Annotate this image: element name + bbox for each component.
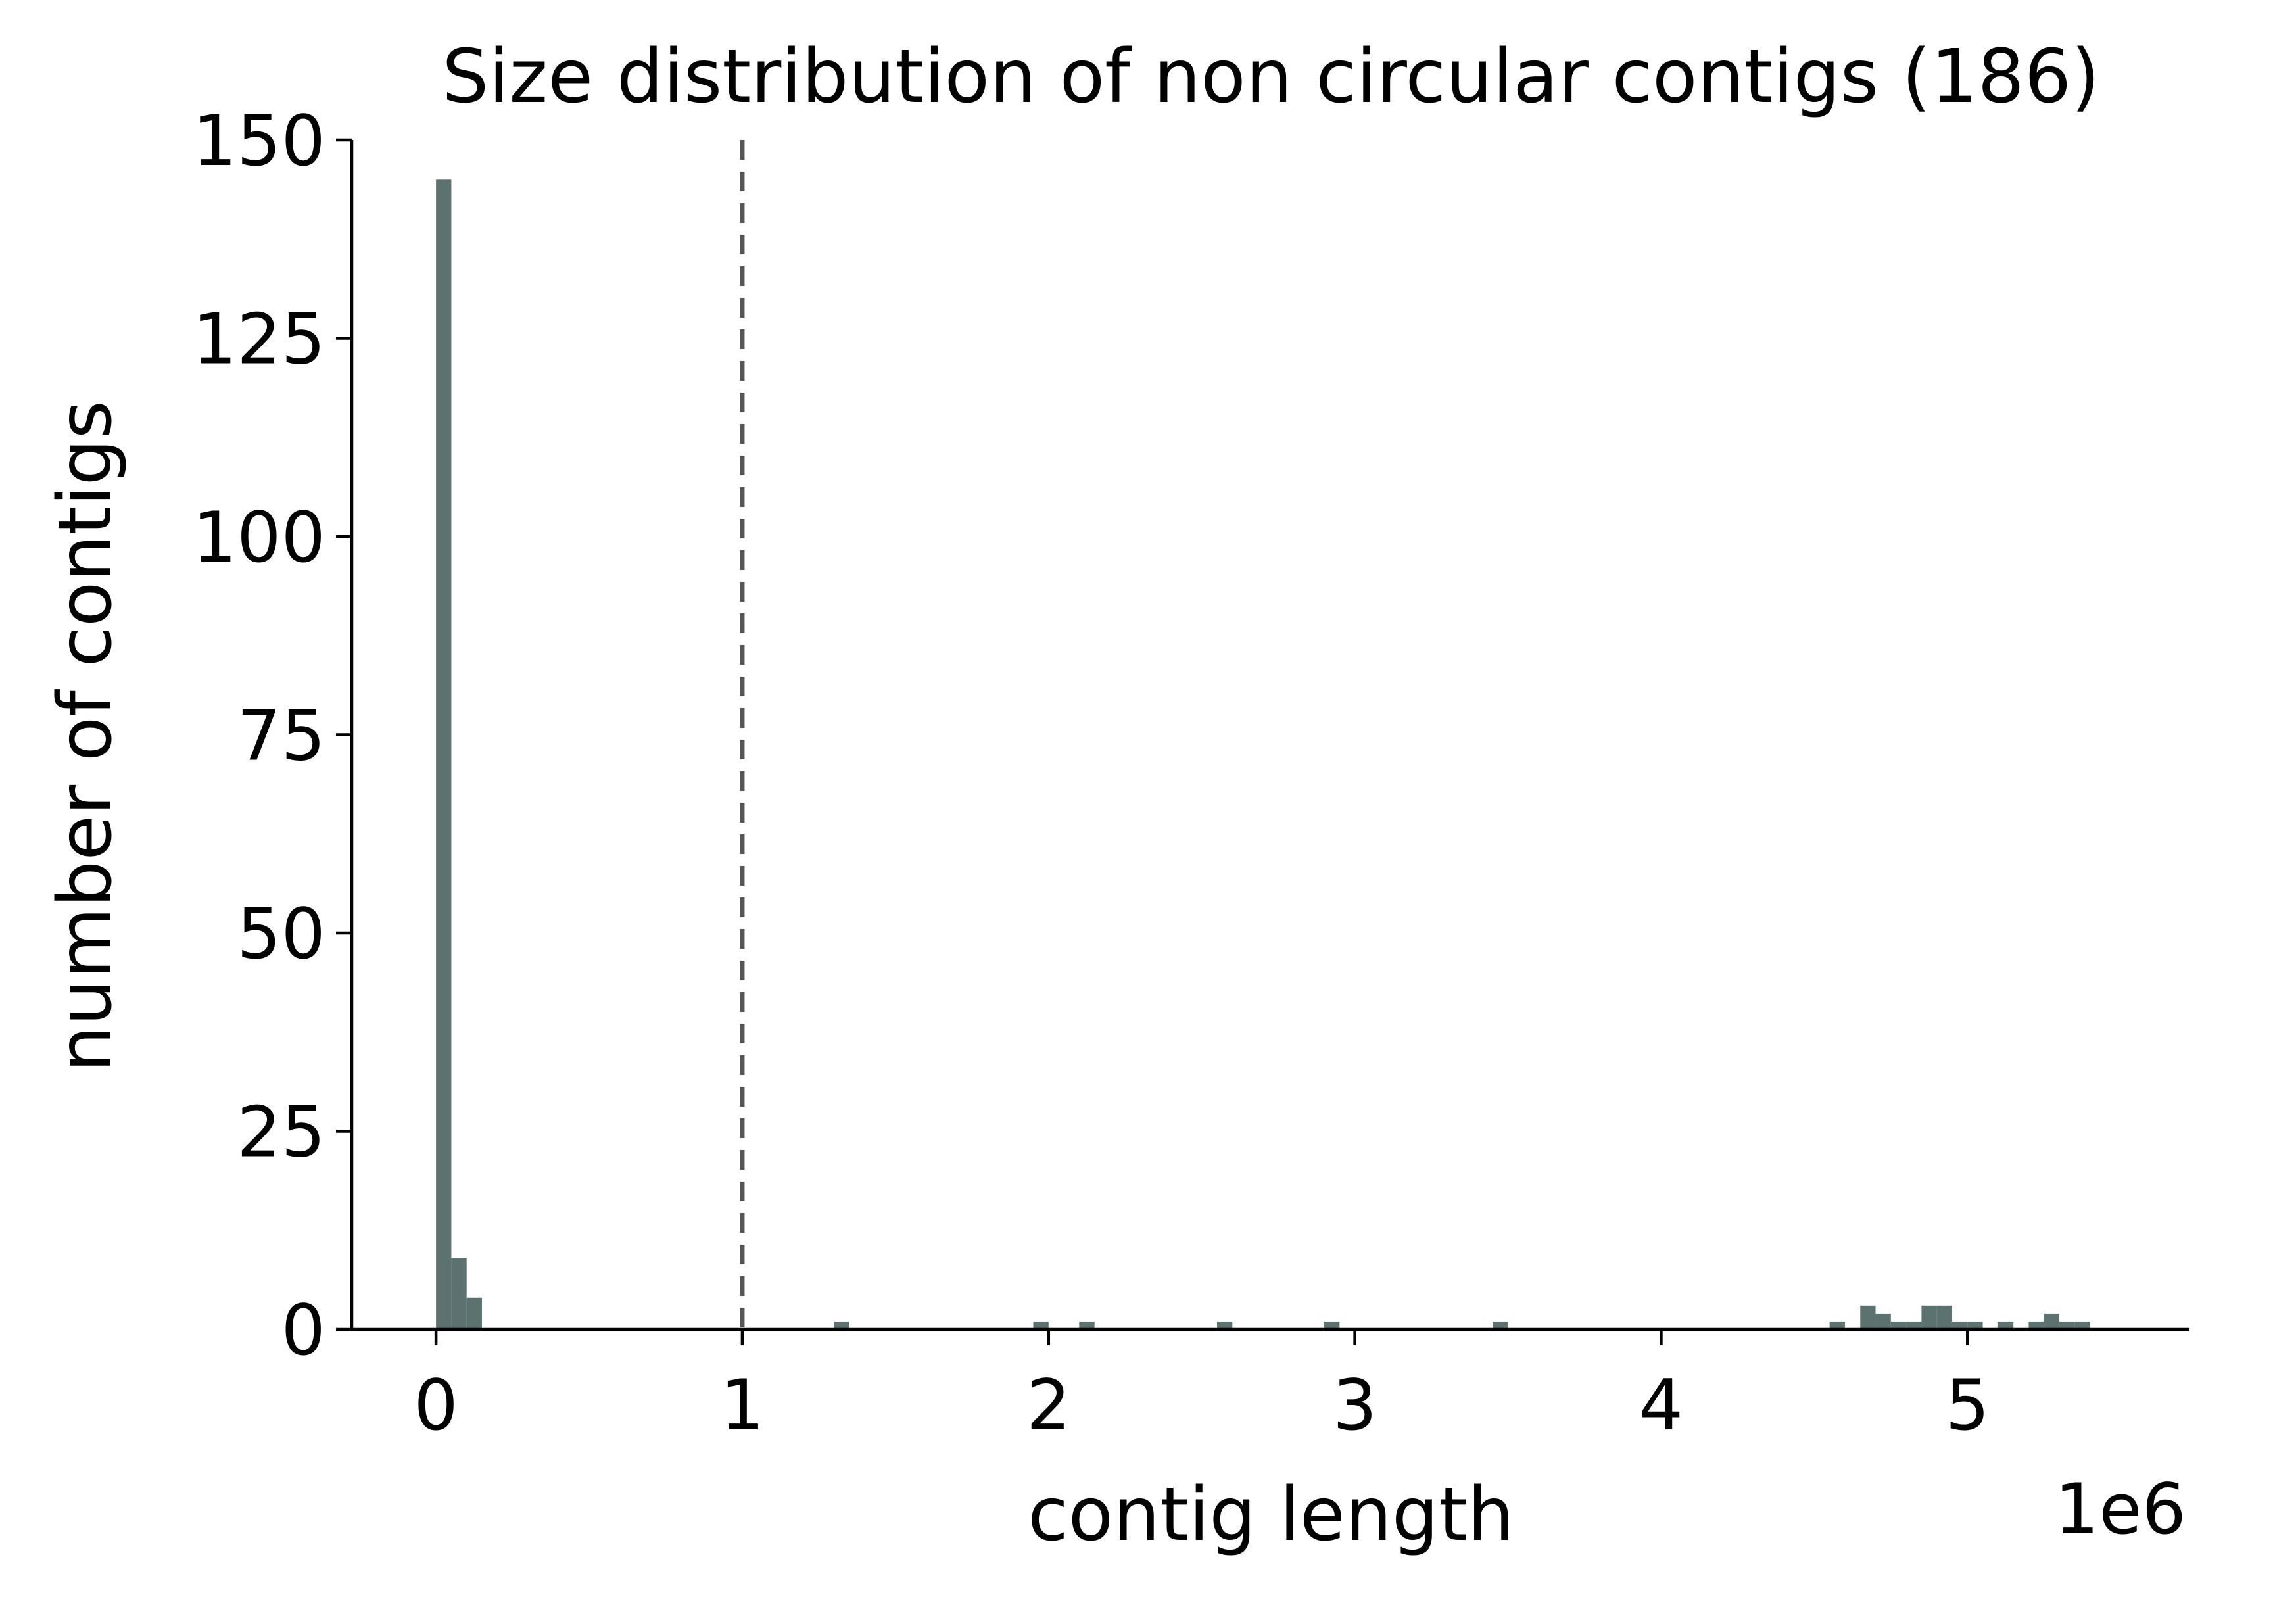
y-tick-label: 0	[281, 1290, 325, 1371]
x-tick-label: 4	[1639, 1365, 1683, 1446]
histogram-bar	[451, 1258, 467, 1329]
histogram-bar	[1951, 1321, 1968, 1329]
histogram-bar	[466, 1297, 482, 1329]
histogram-bar	[1829, 1321, 1845, 1329]
histogram-bar	[1493, 1321, 1508, 1329]
histogram-bar	[2074, 1321, 2090, 1329]
y-tick-label: 75	[237, 696, 325, 777]
chart-title: Size distribution of non circular contig…	[442, 34, 2100, 120]
y-tick-label: 150	[193, 101, 325, 181]
x-tick-label: 3	[1333, 1365, 1377, 1446]
histogram-bar	[2059, 1321, 2075, 1329]
histogram-bar	[1906, 1321, 1922, 1329]
histogram-bar	[834, 1321, 849, 1329]
histogram-bar	[1967, 1321, 1983, 1329]
histogram-bar	[1921, 1305, 1937, 1329]
x-tick-label: 1	[720, 1365, 764, 1446]
histogram-bar	[1216, 1321, 1233, 1329]
histogram-bar	[2044, 1313, 2060, 1329]
y-ticks-group: 0 25 50 75 100 125 150	[193, 101, 352, 1371]
histogram-bar	[1324, 1321, 1340, 1329]
x-tick-label: 0	[414, 1365, 458, 1446]
histogram-bar	[1890, 1321, 1907, 1329]
x-ticks-group: 0 1 2 3 4 5	[414, 1329, 1990, 1446]
y-axis-title: number of contigs	[43, 400, 128, 1072]
histogram-bar	[1860, 1305, 1876, 1329]
histogram-bar	[436, 179, 452, 1329]
histogram-bar	[1997, 1321, 2014, 1329]
bars-group	[436, 179, 2090, 1329]
histogram-bar	[1079, 1321, 1095, 1329]
x-tick-label: 5	[1946, 1365, 1990, 1446]
x-tick-label: 2	[1026, 1365, 1070, 1446]
y-tick-label: 25	[237, 1092, 325, 1173]
x-axis-title: contig length	[1028, 1472, 1514, 1558]
histogram-bar	[1875, 1313, 1891, 1329]
y-tick-label: 50	[237, 894, 325, 974]
histogram-bar	[1033, 1321, 1049, 1329]
x-offset-label: 1e6	[2055, 1469, 2186, 1550]
histogram-bar	[1936, 1305, 1952, 1329]
histogram-bar	[2028, 1321, 2044, 1329]
y-tick-label: 125	[193, 299, 325, 380]
y-tick-label: 100	[193, 497, 325, 578]
